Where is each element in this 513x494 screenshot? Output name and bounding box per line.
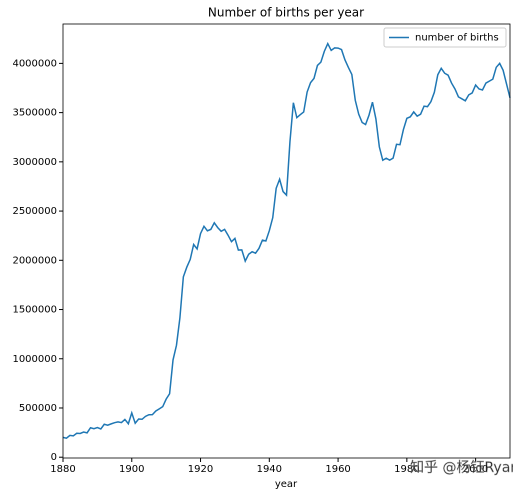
- x-tick-label: 1940: [257, 464, 282, 475]
- x-axis-label: year: [275, 479, 298, 490]
- y-tick-label: 2000000: [12, 255, 57, 266]
- legend-label: number of births: [415, 33, 499, 44]
- x-tick-label: 1900: [119, 464, 144, 475]
- x-tick-label: 2000: [463, 464, 488, 475]
- x-tick-label: 1880: [50, 464, 75, 475]
- line-series: [62, 41, 511, 440]
- plot-frame: [62, 23, 511, 459]
- y-tick-label: 500000: [19, 403, 57, 414]
- x-tick-label: 1960: [325, 464, 350, 475]
- y-tick-label: 1000000: [12, 354, 57, 365]
- y-tick-label: 0: [51, 452, 57, 463]
- y-tick-label: 4000000: [12, 58, 57, 69]
- y-tick-label: 2500000: [12, 206, 57, 217]
- x-tick-label: 1920: [188, 464, 213, 475]
- x-tick-label: 1980: [394, 464, 419, 475]
- watermark: 知乎 @杨钰Ryan: [410, 459, 513, 476]
- y-tick-label: 1500000: [12, 305, 57, 316]
- legend-box: [383, 27, 507, 48]
- y-tick-label: 3000000: [12, 157, 57, 168]
- chart-title: Number of births per year: [208, 6, 364, 20]
- y-tick-label: 3500000: [12, 108, 57, 119]
